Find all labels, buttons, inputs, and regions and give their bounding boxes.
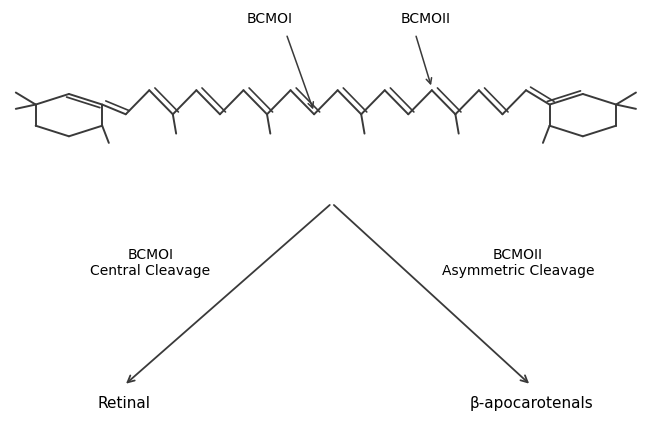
Text: BCMOII
Asymmetric Cleavage: BCMOII Asymmetric Cleavage (442, 248, 594, 278)
Text: BCMOII: BCMOII (400, 12, 450, 25)
Text: BCMOI
Central Cleavage: BCMOI Central Cleavage (90, 248, 210, 278)
Text: β-apocarotenals: β-apocarotenals (469, 396, 593, 411)
Text: Retinal: Retinal (97, 396, 150, 411)
Text: BCMOI: BCMOI (247, 12, 293, 25)
